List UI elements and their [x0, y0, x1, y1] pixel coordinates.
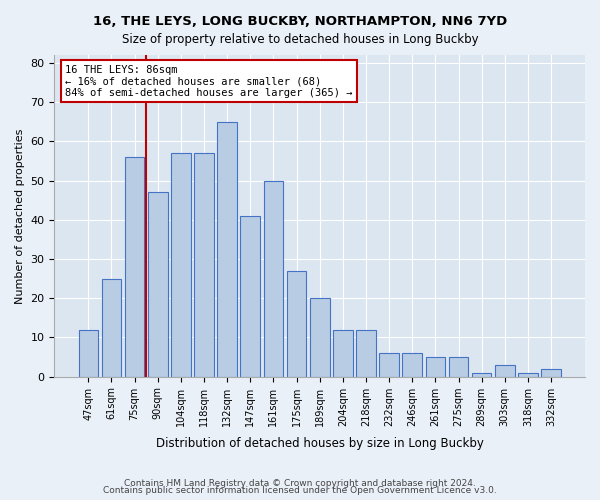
Bar [449, 357, 469, 376]
Bar [79, 330, 98, 376]
Bar [217, 122, 237, 376]
Bar [472, 372, 491, 376]
Bar [241, 216, 260, 376]
Bar [101, 278, 121, 376]
Y-axis label: Number of detached properties: Number of detached properties [15, 128, 25, 304]
Bar [356, 330, 376, 376]
Text: Contains public sector information licensed under the Open Government Licence v3: Contains public sector information licen… [103, 486, 497, 495]
Bar [125, 157, 145, 376]
Bar [287, 271, 307, 376]
Bar [263, 180, 283, 376]
Text: Size of property relative to detached houses in Long Buckby: Size of property relative to detached ho… [122, 32, 478, 46]
Bar [541, 369, 561, 376]
Bar [171, 153, 191, 376]
Bar [148, 192, 167, 376]
Bar [194, 153, 214, 376]
Text: 16 THE LEYS: 86sqm
← 16% of detached houses are smaller (68)
84% of semi-detache: 16 THE LEYS: 86sqm ← 16% of detached hou… [65, 64, 353, 98]
Bar [425, 357, 445, 376]
X-axis label: Distribution of detached houses by size in Long Buckby: Distribution of detached houses by size … [156, 437, 484, 450]
Text: 16, THE LEYS, LONG BUCKBY, NORTHAMPTON, NN6 7YD: 16, THE LEYS, LONG BUCKBY, NORTHAMPTON, … [93, 15, 507, 28]
Bar [310, 298, 329, 376]
Bar [495, 365, 515, 376]
Bar [518, 372, 538, 376]
Bar [403, 353, 422, 376]
Bar [379, 353, 399, 376]
Bar [333, 330, 353, 376]
Text: Contains HM Land Registry data © Crown copyright and database right 2024.: Contains HM Land Registry data © Crown c… [124, 478, 476, 488]
